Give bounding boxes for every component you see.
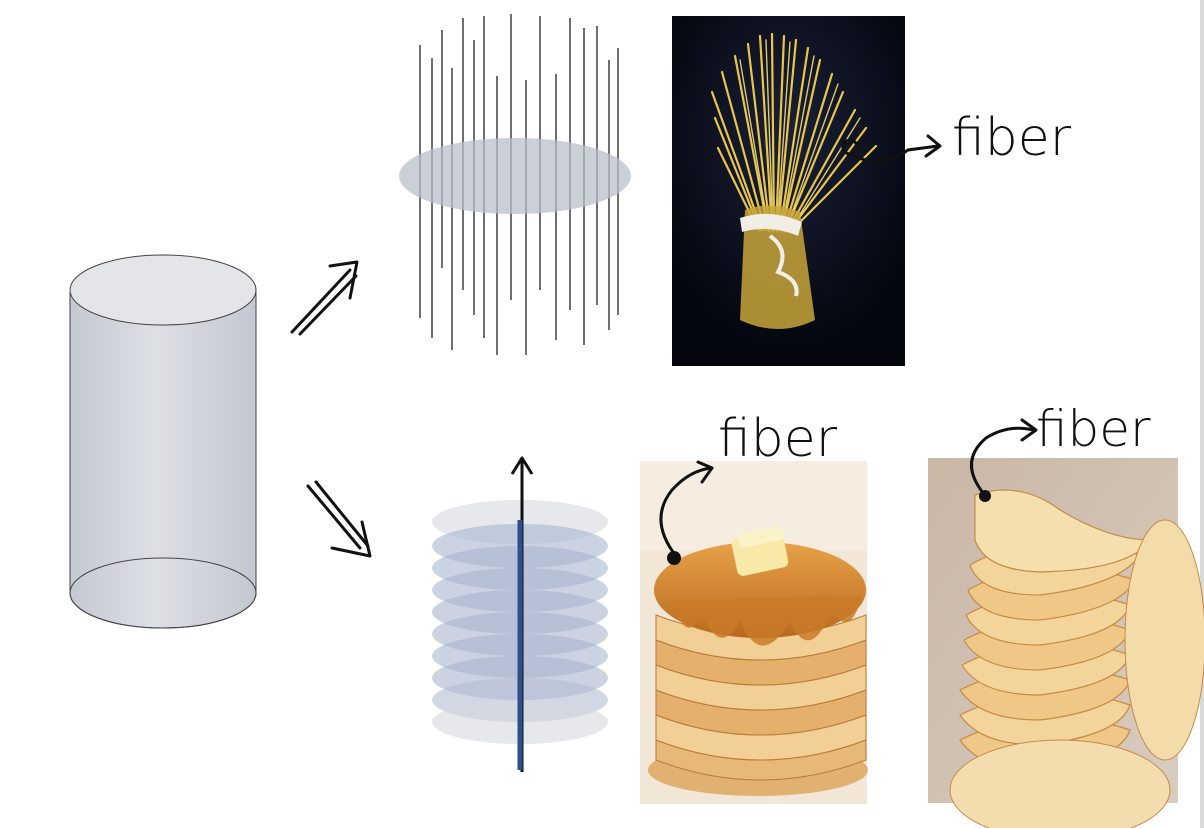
- chips-annotation: fiber: [970, 400, 1151, 502]
- double-arrow-up-right-icon: [290, 260, 359, 336]
- chips-photo: [928, 458, 1204, 828]
- pancake-annotation: fiber: [659, 409, 838, 565]
- cylinder-icon: [69, 254, 257, 629]
- pancake-photo: [640, 461, 868, 804]
- spaghetti-annotation: fiber: [841, 108, 1072, 168]
- double-arrow-down-right-icon: [306, 480, 372, 558]
- chips-fiber-label: fiber: [1036, 400, 1151, 458]
- window-edge: [1200, 0, 1204, 828]
- pancake-fiber-label: fiber: [718, 409, 838, 469]
- stacked-disks-icon: [432, 456, 608, 772]
- spaghetti-fiber-label: fiber: [952, 108, 1072, 168]
- spaghetti-photo: [672, 16, 905, 366]
- vertical-fibers-icon: [399, 14, 631, 355]
